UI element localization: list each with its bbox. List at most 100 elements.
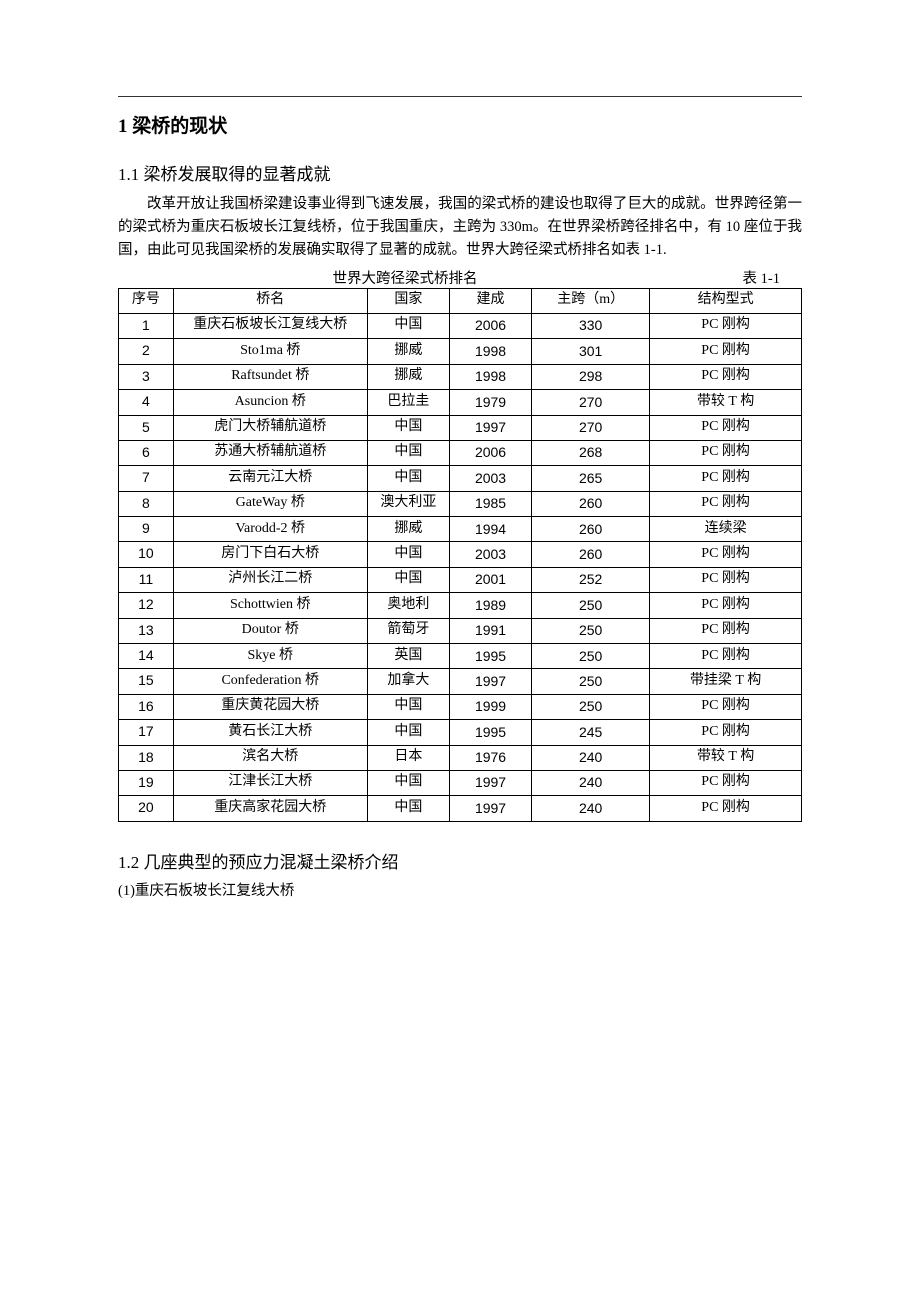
cell-name: 苏通大桥辅航道桥 bbox=[173, 440, 367, 465]
col-header-name: 桥名 bbox=[173, 288, 367, 313]
cell-country: 巴拉圭 bbox=[367, 390, 449, 415]
cell-country: 挪威 bbox=[367, 364, 449, 389]
cell-span: 240 bbox=[532, 796, 650, 821]
cell-year: 1995 bbox=[449, 644, 531, 669]
table-row: 14Skye 桥英国1995250PC 刚构 bbox=[119, 644, 802, 669]
cell-span: 270 bbox=[532, 415, 650, 440]
cell-span: 260 bbox=[532, 517, 650, 542]
col-header-country: 国家 bbox=[367, 288, 449, 313]
table-caption: 世界大跨径梁式桥排名 bbox=[122, 267, 688, 288]
cell-name: 重庆石板坡长江复线大桥 bbox=[173, 313, 367, 338]
cell-year: 1997 bbox=[449, 415, 531, 440]
cell-struct: PC 刚构 bbox=[650, 720, 802, 745]
col-header-span: 主跨（m） bbox=[532, 288, 650, 313]
cell-struct: 带挂梁 T 构 bbox=[650, 669, 802, 694]
cell-seq: 20 bbox=[119, 796, 174, 821]
cell-span: 250 bbox=[532, 593, 650, 618]
cell-span: 260 bbox=[532, 542, 650, 567]
cell-country: 中国 bbox=[367, 313, 449, 338]
cell-span: 245 bbox=[532, 720, 650, 745]
cell-span: 270 bbox=[532, 390, 650, 415]
cell-span: 240 bbox=[532, 745, 650, 770]
table-row: 18滨名大桥日本1976240带较 T 构 bbox=[119, 745, 802, 770]
cell-name: 黄石长江大桥 bbox=[173, 720, 367, 745]
cell-country: 箭萄牙 bbox=[367, 618, 449, 643]
table-row: 7云南元江大桥中国2003265PC 刚构 bbox=[119, 466, 802, 491]
cell-country: 中国 bbox=[367, 720, 449, 745]
cell-year: 2001 bbox=[449, 567, 531, 592]
table-number: 表 1-1 bbox=[688, 267, 798, 288]
cell-seq: 4 bbox=[119, 390, 174, 415]
cell-span: 252 bbox=[532, 567, 650, 592]
cell-year: 1991 bbox=[449, 618, 531, 643]
cell-span: 268 bbox=[532, 440, 650, 465]
table-row: 12Schottwien 桥奥地利1989250PC 刚构 bbox=[119, 593, 802, 618]
cell-span: 250 bbox=[532, 644, 650, 669]
heading-1-2: 1.2 几座典型的预应力混凝土梁桥介绍 bbox=[118, 848, 802, 873]
cell-country: 中国 bbox=[367, 567, 449, 592]
cell-year: 1997 bbox=[449, 669, 531, 694]
cell-year: 1997 bbox=[449, 770, 531, 795]
cell-name: Doutor 桥 bbox=[173, 618, 367, 643]
cell-struct: PC 刚构 bbox=[650, 339, 802, 364]
cell-name: GateWay 桥 bbox=[173, 491, 367, 516]
table-row: 15Confederation 桥加拿大1997250带挂梁 T 构 bbox=[119, 669, 802, 694]
cell-struct: PC 刚构 bbox=[650, 567, 802, 592]
cell-country: 加拿大 bbox=[367, 669, 449, 694]
cell-seq: 9 bbox=[119, 517, 174, 542]
cell-country: 奥地利 bbox=[367, 593, 449, 618]
cell-seq: 8 bbox=[119, 491, 174, 516]
table-row: 8GateWay 桥澳大利亚1985260PC 刚构 bbox=[119, 491, 802, 516]
cell-year: 2003 bbox=[449, 542, 531, 567]
cell-name: Confederation 桥 bbox=[173, 669, 367, 694]
cell-struct: PC 刚构 bbox=[650, 364, 802, 389]
cell-year: 1998 bbox=[449, 339, 531, 364]
cell-struct: PC 刚构 bbox=[650, 694, 802, 719]
cell-year: 1976 bbox=[449, 745, 531, 770]
subitem-1: (1)重庆石板坡长江复线大桥 bbox=[118, 879, 802, 900]
table-row: 5虎门大桥辅航道桥中国1997270PC 刚构 bbox=[119, 415, 802, 440]
cell-struct: PC 刚构 bbox=[650, 415, 802, 440]
cell-seq: 14 bbox=[119, 644, 174, 669]
cell-span: 250 bbox=[532, 618, 650, 643]
col-header-struct: 结构型式 bbox=[650, 288, 802, 313]
cell-struct: PC 刚构 bbox=[650, 644, 802, 669]
cell-seq: 5 bbox=[119, 415, 174, 440]
cell-seq: 7 bbox=[119, 466, 174, 491]
bridge-ranking-table: 序号 桥名 国家 建成 主跨（m） 结构型式 1重庆石板坡长江复线大桥中国200… bbox=[118, 288, 802, 822]
cell-year: 1985 bbox=[449, 491, 531, 516]
table-row: 17黄石长江大桥中国1995245PC 刚构 bbox=[119, 720, 802, 745]
cell-span: 250 bbox=[532, 669, 650, 694]
cell-struct: 连续梁 bbox=[650, 517, 802, 542]
cell-span: 240 bbox=[532, 770, 650, 795]
table-caption-row: 世界大跨径梁式桥排名 表 1-1 bbox=[118, 267, 802, 288]
cell-seq: 1 bbox=[119, 313, 174, 338]
cell-name: Schottwien 桥 bbox=[173, 593, 367, 618]
cell-struct: PC 刚构 bbox=[650, 440, 802, 465]
cell-country: 中国 bbox=[367, 440, 449, 465]
table-row: 3Raftsundet 桥挪威1998298PC 刚构 bbox=[119, 364, 802, 389]
cell-name: 房门下白石大桥 bbox=[173, 542, 367, 567]
cell-span: 250 bbox=[532, 694, 650, 719]
paragraph-intro: 改革开放让我国桥梁建设事业得到飞速发展，我国的梁式桥的建设也取得了巨大的成就。世… bbox=[118, 193, 802, 263]
cell-country: 中国 bbox=[367, 542, 449, 567]
cell-name: Sto1ma 桥 bbox=[173, 339, 367, 364]
cell-name: 重庆高家花园大桥 bbox=[173, 796, 367, 821]
cell-country: 中国 bbox=[367, 694, 449, 719]
cell-year: 1989 bbox=[449, 593, 531, 618]
table-row: 6苏通大桥辅航道桥中国2006268PC 刚构 bbox=[119, 440, 802, 465]
cell-struct: PC 刚构 bbox=[650, 466, 802, 491]
cell-country: 英国 bbox=[367, 644, 449, 669]
table-row: 4Asuncion 桥巴拉圭1979270带较 T 构 bbox=[119, 390, 802, 415]
cell-name: Raftsundet 桥 bbox=[173, 364, 367, 389]
cell-struct: PC 刚构 bbox=[650, 618, 802, 643]
cell-seq: 10 bbox=[119, 542, 174, 567]
table-row: 16重庆黄花园大桥中国1999250PC 刚构 bbox=[119, 694, 802, 719]
table-row: 2Sto1ma 桥挪威1998301PC 刚构 bbox=[119, 339, 802, 364]
table-header-row: 序号 桥名 国家 建成 主跨（m） 结构型式 bbox=[119, 288, 802, 313]
cell-name: 江津长江大桥 bbox=[173, 770, 367, 795]
cell-seq: 17 bbox=[119, 720, 174, 745]
cell-name: 云南元江大桥 bbox=[173, 466, 367, 491]
cell-span: 260 bbox=[532, 491, 650, 516]
cell-name: 滨名大桥 bbox=[173, 745, 367, 770]
